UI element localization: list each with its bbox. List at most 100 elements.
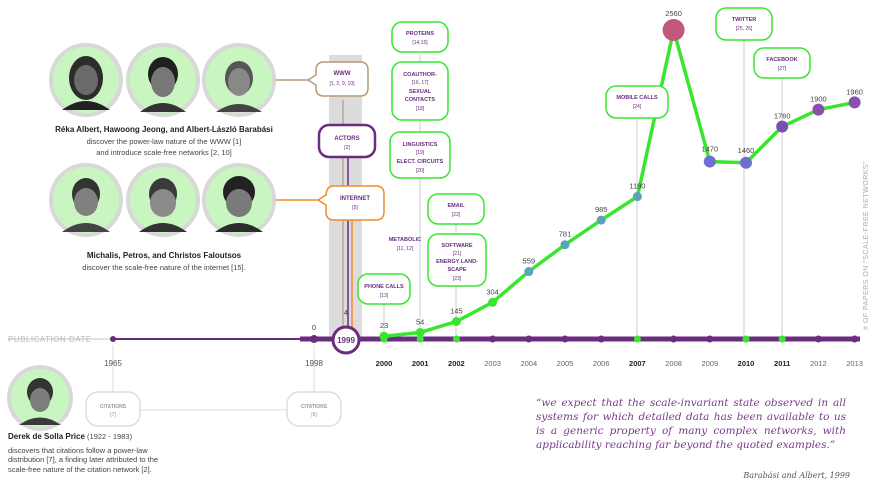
svg-text:ENERGY LAND-: ENERGY LAND- xyxy=(436,259,478,265)
price-desc2: distribution [7], a finding later attrib… xyxy=(8,455,159,464)
data-label-2000: 23 xyxy=(380,321,388,330)
callout-proteins: PROTEINS [14,15] xyxy=(391,21,449,53)
photo-albert xyxy=(49,43,123,117)
svg-text:[18]: [18] xyxy=(416,106,425,112)
svg-text:[21]: [21] xyxy=(453,251,462,257)
callout-metabolic: METABOLIC [11, 12] xyxy=(389,237,421,252)
callout-phone-calls: PHONE CALLS [13] xyxy=(357,273,411,305)
svg-text:[24]: [24] xyxy=(633,104,642,110)
callout-www: WWW [1, 2, 9, 10] xyxy=(306,61,369,97)
data-label-2006: 985 xyxy=(595,205,608,214)
year-label-2002: 2002 xyxy=(448,359,465,368)
year-labels: 2000 2001 2002 2003 2004 2005 2006 2007 2008 2009… xyxy=(376,359,863,368)
group1-desc1: discover the power-law nature of the WWW… xyxy=(87,137,242,146)
svg-text:[5]: [5] xyxy=(352,205,358,211)
data-point-2001 xyxy=(415,327,425,337)
axis-marker-2012 xyxy=(814,335,822,343)
svg-text:[19]: [19] xyxy=(416,150,425,156)
svg-text:[23]: [23] xyxy=(453,276,462,282)
axis-marker-2007 xyxy=(633,335,641,343)
svg-text:[20]: [20] xyxy=(416,168,425,174)
year-label-2012: 2012 xyxy=(810,359,827,368)
axis-marker-2009 xyxy=(706,335,714,343)
price-name: Derek de Solla Price xyxy=(8,432,85,441)
year-label-2003: 2003 xyxy=(484,359,501,368)
year-label-2000: 2000 xyxy=(376,359,393,368)
year-label-2005: 2005 xyxy=(557,359,574,368)
axis-marker-2002 xyxy=(452,335,460,343)
data-point-2010 xyxy=(740,156,752,169)
data-label-2003: 304 xyxy=(486,287,499,296)
callout-coauthor: COAUTHOR- [16, 17] SEXUAL CONTACTS [18] xyxy=(391,61,449,121)
series-line xyxy=(383,28,855,338)
svg-text:CITATIONS: CITATIONS xyxy=(301,404,328,410)
svg-text:INTERNET: INTERNET xyxy=(340,196,370,202)
axis-marker-2013 xyxy=(851,335,859,343)
svg-text:SCAPE: SCAPE xyxy=(448,267,467,273)
group1-names: Réka Albert, Hawoong Jeong, and Albert-L… xyxy=(55,125,273,134)
photo-petros xyxy=(126,163,200,237)
axis-marker-2005 xyxy=(561,335,569,343)
callout-software: SOFTWARE [21] ENERGY LAND- SCAPE [23] xyxy=(427,233,487,287)
year-1999-marker xyxy=(331,325,361,355)
svg-text:LINGUISTICS: LINGUISTICS xyxy=(403,142,438,148)
axis-marker-2010 xyxy=(742,335,750,343)
callout-internet: INTERNET [5] xyxy=(316,185,385,221)
axis-label: PUBLICATION DATE xyxy=(8,335,92,344)
data-point-2007 xyxy=(632,192,642,202)
svg-text:CONTACTS: CONTACTS xyxy=(405,97,435,103)
y-axis-label: # OF PAPERS ON "SCALE-FREE NETWORKS" xyxy=(863,161,870,330)
data-point-2013 xyxy=(848,96,861,109)
year-label-2006: 2006 xyxy=(593,359,610,368)
data-point-2003 xyxy=(488,297,498,307)
group1-desc2: and introduce scale-free networks [2, 10… xyxy=(96,148,232,157)
axis-marker-2004 xyxy=(525,335,533,343)
year-label-2011: 2011 xyxy=(774,359,790,368)
svg-text:CITATIONS: CITATIONS xyxy=(100,404,127,410)
data-point-2006 xyxy=(596,215,606,225)
data-point-2005 xyxy=(560,240,570,250)
axis-marker-2008 xyxy=(670,335,678,343)
svg-text:[2]: [2] xyxy=(344,145,350,151)
year-label-2008: 2008 xyxy=(665,359,682,368)
quote-text: “we expect that the scale-invariant stat… xyxy=(536,397,846,451)
svg-text:[25, 26]: [25, 26] xyxy=(736,26,753,32)
svg-text:[8]: [8] xyxy=(311,412,317,418)
data-point-2009 xyxy=(703,155,716,168)
price-desc1: discovers that citations follow a power-… xyxy=(8,445,148,455)
axis-marker-2003 xyxy=(489,335,497,343)
svg-text:ELECT. CIRCUITS: ELECT. CIRCUITS xyxy=(397,159,444,165)
price-years: (1922 - 1983) xyxy=(87,432,133,441)
data-point-2008 xyxy=(662,19,685,41)
data-label-2009: 1470 xyxy=(701,145,718,154)
data-point-2012 xyxy=(812,103,825,116)
axis-marker-2011 xyxy=(778,335,786,343)
data-point-2011 xyxy=(776,120,789,133)
year-label-2010: 2010 xyxy=(738,359,755,368)
callout-citations-1998: CITATIONS [8] xyxy=(286,391,342,427)
quote-author: Barabási and Albert, 1999 xyxy=(743,471,850,480)
photo-christos xyxy=(202,163,276,237)
svg-text:[27]: [27] xyxy=(778,66,787,72)
axis-marker-2000 xyxy=(380,335,388,343)
svg-text:FACEBOOK: FACEBOOK xyxy=(766,57,797,63)
year-label-2013: 2013 xyxy=(846,359,863,368)
svg-text:ACTORS: ACTORS xyxy=(334,136,359,142)
svg-text:SEXUAL: SEXUAL xyxy=(409,89,432,95)
data-label-1999: 4 xyxy=(344,308,348,317)
svg-text:MOBILE CALLS: MOBILE CALLS xyxy=(616,95,658,101)
data-label-2007: 1180 xyxy=(629,182,645,191)
svg-text:[7]: [7] xyxy=(110,412,116,418)
callout-actors: ACTORS [2] xyxy=(317,123,377,159)
photo-barabasi xyxy=(202,43,276,117)
papers-series: 0 4 23 54 145 304 559 781 985 1180 2560 1470 1460 176… xyxy=(312,9,863,343)
photo-price xyxy=(7,365,73,431)
year-1999-label: 1999 xyxy=(337,336,355,345)
svg-text:TWITTER: TWITTER xyxy=(732,17,756,23)
data-point-2004 xyxy=(524,267,534,277)
year-label-2007: 2007 xyxy=(629,359,646,368)
callout-linguistics: LINGUISTICS [19] ELECT. CIRCUITS [20] xyxy=(389,131,451,179)
svg-text:[14,15]: [14,15] xyxy=(412,40,428,46)
data-label-2013: 1960 xyxy=(846,87,863,96)
